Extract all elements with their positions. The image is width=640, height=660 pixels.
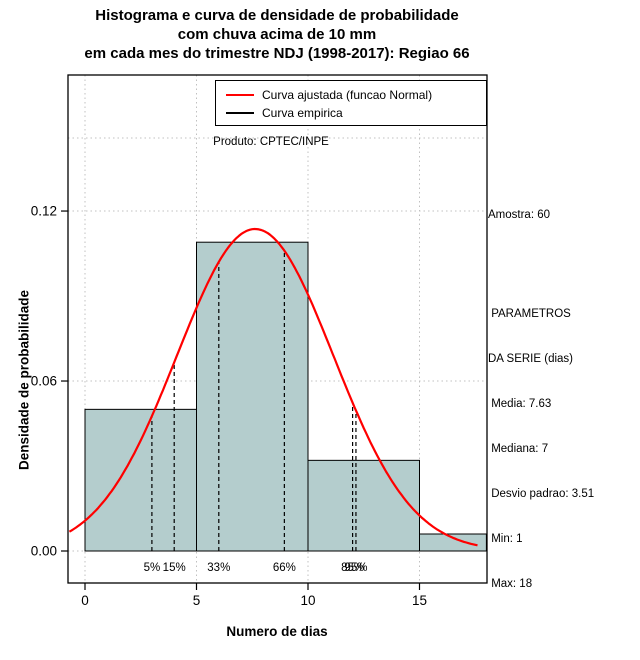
- y-tick-label: 0.12: [31, 204, 57, 219]
- histogram-bar: [419, 533, 487, 552]
- title-line-3: em cada mes do trimestre NDJ (1998-2017)…: [84, 45, 470, 62]
- legend-item-fitted-curve: Curva ajustada (funcao Normal): [226, 86, 486, 104]
- y-axis-label: Densidade de probabilidade: [16, 289, 32, 471]
- x-tick-label: 5: [193, 593, 201, 608]
- percentile-label: 66%: [273, 562, 296, 574]
- x-tick-label: 15: [412, 593, 427, 608]
- title-line-1: Histograma e curva de densidade de proba…: [95, 7, 459, 24]
- chart-title: Histograma e curva de densidade de proba…: [20, 6, 534, 63]
- legend-label-empirical: Curva empirica: [262, 106, 343, 120]
- x-axis-label: Numero de dias: [226, 624, 328, 639]
- percentile-label: 95%: [344, 562, 367, 574]
- stats-line-mediana: Mediana: 7: [488, 443, 549, 455]
- product-note: Produto: CPTEC/INPE: [213, 136, 329, 148]
- percentile-label: 33%: [207, 562, 230, 574]
- legend: Curva ajustada (funcao Normal) Curva emp…: [215, 80, 487, 126]
- histogram-bar: [84, 408, 197, 552]
- x-tick-label: 10: [300, 593, 315, 608]
- stats-line-media: Media: 7.63: [488, 398, 552, 410]
- histogram-bar: [196, 241, 309, 552]
- histogram-bar: [307, 459, 420, 552]
- fitted-curve-line-icon: [226, 94, 254, 96]
- percentile-label: 5%: [144, 562, 161, 574]
- stats-panel: Amostra: 60 PARAMETROS DA SERIE (dias) M…: [488, 178, 638, 660]
- y-tick-label: 0.06: [31, 374, 57, 389]
- legend-item-empirical-curve: Curva empirica: [226, 104, 486, 122]
- stats-line-desvio: Desvio padrao: 3.51: [488, 488, 595, 500]
- stats-line-max: Max: 18: [488, 578, 533, 590]
- y-tick-label: 0.00: [31, 544, 57, 559]
- percentile-label: 15%: [163, 562, 186, 574]
- stats-gap: [488, 253, 638, 277]
- legend-label-fitted: Curva ajustada (funcao Normal): [262, 88, 433, 102]
- stats-line-min: Min: 1: [488, 533, 523, 545]
- stats-line-amostra: Amostra: 60: [488, 209, 550, 221]
- fitted-normal-curve: [68, 227, 478, 547]
- stats-gap: [488, 622, 638, 646]
- stats-line-da-serie: DA SERIE (dias): [488, 353, 573, 365]
- plot-border: [67, 74, 488, 584]
- empirical-curve-line-icon: [226, 112, 254, 114]
- x-tick-label: 0: [81, 593, 89, 608]
- title-line-2: com chuva acima de 10 mm: [177, 26, 377, 43]
- stats-line-parametros: PARAMETROS: [488, 308, 571, 320]
- percentile-label: 85%: [341, 562, 364, 574]
